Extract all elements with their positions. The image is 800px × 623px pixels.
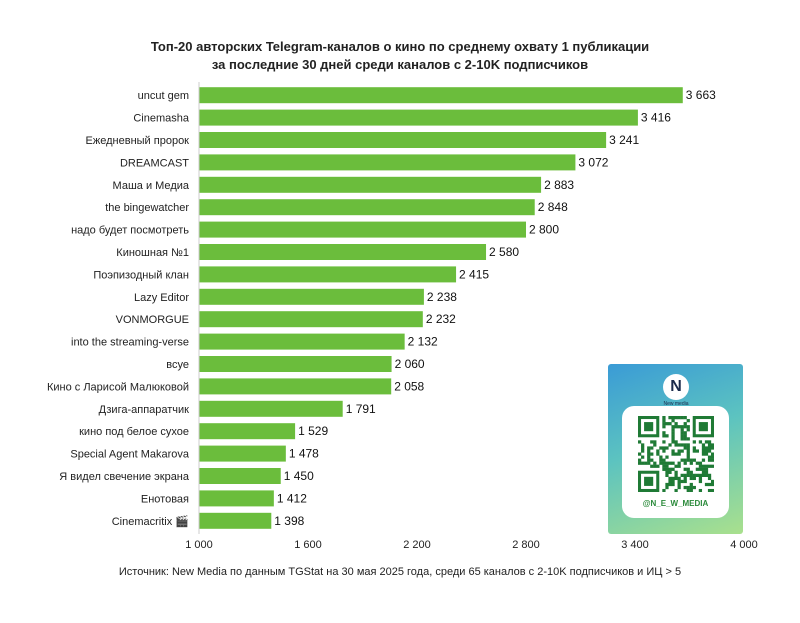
category-label: кино под белое сухое — [79, 426, 189, 438]
qr-code-icon[interactable] — [638, 416, 714, 492]
data-label: 2 232 — [426, 312, 456, 326]
category-label: Cinemasha — [133, 113, 190, 125]
data-label: 1 398 — [274, 514, 304, 528]
data-label: 2 058 — [394, 379, 424, 393]
category-label: Поэпизодный клан — [93, 269, 189, 281]
data-label: 2 580 — [489, 245, 519, 259]
bar — [199, 468, 281, 484]
bar — [199, 333, 405, 350]
chart-title-block: Топ-20 авторских Telegram-каналов о кино… — [0, 38, 800, 74]
new-media-logo: N — [663, 374, 689, 400]
qr-box: @N_E_W_MEDIA — [622, 406, 729, 518]
data-label: 3 416 — [641, 111, 671, 125]
source-note: Источник: New Media по данным TGStat на … — [118, 566, 682, 578]
bar — [199, 378, 392, 395]
category-label: Маша и Медиа — [113, 180, 190, 192]
category-label: Я видел свечение экрана — [59, 471, 190, 483]
data-label: 2 132 — [408, 335, 438, 349]
data-label: 3 663 — [686, 88, 716, 102]
x-tick-label: 1 000 — [185, 539, 213, 551]
bar — [199, 176, 542, 193]
bar — [199, 154, 576, 171]
bar — [199, 244, 487, 260]
x-tick-label: 2 800 — [512, 539, 540, 551]
bar — [199, 199, 535, 216]
category-label: DREAMCAST — [120, 157, 189, 169]
x-tick-label: 4 000 — [730, 539, 758, 551]
chart-subtitle: за последние 30 дней среди каналов с 2-1… — [211, 57, 589, 72]
data-label: 2 060 — [395, 357, 425, 371]
category-label: Киношная №1 — [116, 247, 189, 259]
bar — [199, 266, 457, 283]
bar — [199, 288, 424, 305]
bar — [199, 356, 392, 372]
bar — [199, 311, 423, 328]
category-label: Special Agent Makarova — [70, 449, 190, 461]
category-label: Дзига-аппаратчик — [99, 404, 190, 416]
category-label: the bingewatcher — [105, 202, 189, 214]
bar — [199, 423, 296, 440]
data-label: 1 529 — [298, 424, 328, 438]
bar — [199, 87, 683, 104]
bar — [199, 445, 286, 462]
bar — [199, 132, 607, 148]
x-tick-label: 2 200 — [403, 539, 431, 551]
data-label: 3 241 — [609, 133, 639, 147]
category-label: Ежедневный пророк — [86, 135, 190, 147]
category-label: into the streaming-verse — [71, 337, 189, 349]
category-label: Енотовая — [141, 493, 189, 505]
category-label: Кино с Ларисой Малюковой — [47, 381, 189, 393]
x-tick-label: 1 600 — [294, 539, 322, 551]
chart-title: Топ-20 авторских Telegram-каналов о кино… — [150, 39, 650, 54]
data-label: 2 883 — [544, 178, 574, 192]
category-label: uncut gem — [138, 90, 189, 102]
bar — [199, 221, 526, 238]
category-label: всуе — [166, 359, 189, 371]
data-label: 2 800 — [529, 223, 559, 237]
data-label: 3 072 — [578, 155, 608, 169]
bar — [199, 512, 272, 529]
bar — [199, 490, 274, 507]
category-label: Lazy Editor — [134, 292, 189, 304]
data-label: 2 238 — [427, 290, 457, 304]
x-tick-label: 3 400 — [621, 539, 649, 551]
category-label: надо будет посмотреть — [71, 225, 189, 237]
qr-promo-card: N New media @N_E_W_MEDIA — [608, 364, 743, 534]
category-label: Cinemacritix 🎬 — [112, 515, 189, 528]
data-label: 1 412 — [277, 491, 307, 505]
data-label: 1 478 — [289, 447, 319, 461]
bar — [199, 400, 343, 417]
data-label: 1 450 — [284, 469, 314, 483]
new-media-logo-text: New media — [663, 401, 689, 407]
category-label: VONMORGUE — [116, 314, 189, 326]
data-label: 2 415 — [459, 267, 489, 281]
data-label: 2 848 — [538, 200, 568, 214]
qr-handle: @N_E_W_MEDIA — [642, 499, 709, 508]
bar — [199, 109, 638, 126]
data-label: 1 791 — [346, 402, 376, 416]
